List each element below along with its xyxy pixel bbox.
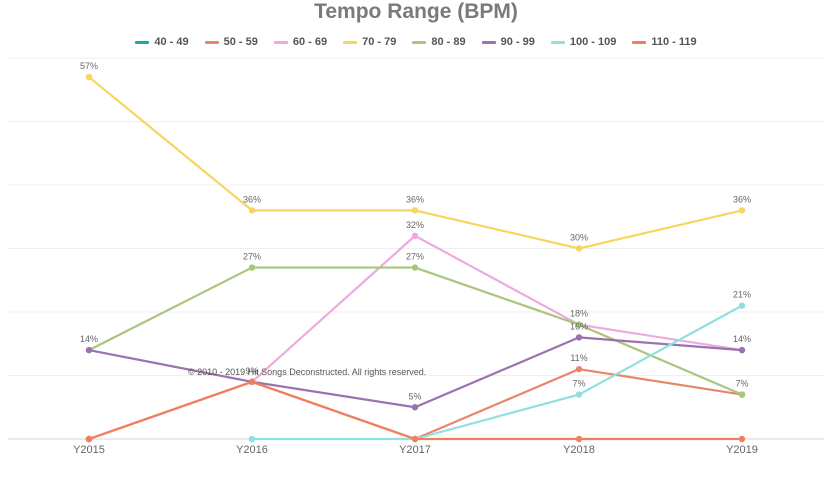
data-point[interactable] [411,435,419,443]
data-point[interactable] [738,435,746,443]
data-label: 11% [570,353,587,363]
chart-title: Tempo Range (BPM) [314,0,518,23]
legend-item[interactable]: 80 - 89 [412,34,466,50]
data-label: 7% [735,379,748,389]
legend-item[interactable]: 60 - 69 [273,34,328,50]
legend-swatch [273,40,288,44]
data-label: 16% [570,321,588,331]
data-point[interactable] [411,264,419,271]
series-line [85,73,746,252]
x-tick-label: Y2016 [236,444,268,456]
data-label: 14% [733,334,751,344]
data-point[interactable] [411,207,419,214]
legend-swatch [550,40,565,44]
watermark: © 2010 - 2019 Hit Songs Deconstructed. A… [188,367,426,377]
data-label: 57% [80,61,98,71]
data-label: 18% [570,309,588,319]
data-label: 21% [733,290,751,300]
legend-swatch [412,40,427,44]
legend-label: 40 - 49 [154,36,189,48]
x-tick-label: Y2017 [399,444,431,456]
legend-label: 80 - 89 [431,36,466,48]
legend-item[interactable]: 110 - 119 [632,34,697,50]
legend-label: 60 - 69 [292,36,328,48]
data-label: 27% [243,252,261,262]
series-line [85,264,746,398]
legend-swatch [343,40,358,44]
data-point[interactable] [738,207,746,214]
data-point[interactable] [411,404,419,411]
data-point[interactable] [575,435,583,443]
legend-swatch [481,40,496,44]
data-point[interactable] [575,391,583,398]
data-label: 9% [245,366,258,376]
legend-item[interactable]: 100 - 109 [550,34,617,50]
legend-label: 100 - 109 [569,36,617,48]
data-point[interactable] [738,302,746,309]
data-label: 27% [406,252,424,262]
legend-item[interactable]: 70 - 79 [343,34,396,50]
legend-swatch [135,40,150,44]
legend-item[interactable]: 40 - 49 [135,34,189,50]
data-label: 32% [406,220,424,230]
legend-swatch [632,40,647,44]
data-label: 7% [572,379,585,389]
data-point[interactable] [575,245,583,252]
data-label: 36% [406,194,424,204]
data-point[interactable] [738,346,746,354]
data-point[interactable] [575,365,583,373]
x-tick-label: Y2018 [563,444,595,456]
data-point[interactable] [411,232,419,239]
x-tick-label: Y2015 [73,444,105,456]
data-label: 36% [243,194,261,204]
series-line [85,232,746,443]
legend-swatch [204,40,219,44]
data-point[interactable] [738,391,746,398]
data-point[interactable] [248,435,256,443]
data-point[interactable] [575,321,583,328]
data-point[interactable] [85,346,93,354]
series-line [85,365,746,443]
data-point[interactable] [575,334,583,341]
data-point[interactable] [248,378,256,386]
data-label: 36% [733,194,751,204]
legend-label: 50 - 59 [223,36,258,48]
data-point[interactable] [85,435,93,443]
x-tick-label: Y2019 [726,444,758,456]
legend: 40 - 49 50 - 59 60 - 69 70 - 79 80 - 89 90 - … [0,34,832,50]
legend-item[interactable]: 50 - 59 [204,34,258,50]
legend-label: 90 - 99 [500,36,535,48]
series-path [252,304,743,441]
data-label: 14% [80,334,98,344]
data-point[interactable] [248,207,256,214]
series-line [85,378,746,443]
data-label: 5% [408,391,421,401]
data-point[interactable] [85,73,93,81]
legend-label: 110 - 119 [651,36,697,48]
data-label: 30% [570,233,588,243]
legend-label: 70 - 79 [362,36,397,48]
data-point[interactable] [248,264,256,271]
legend-item[interactable]: 90 - 99 [481,34,535,50]
